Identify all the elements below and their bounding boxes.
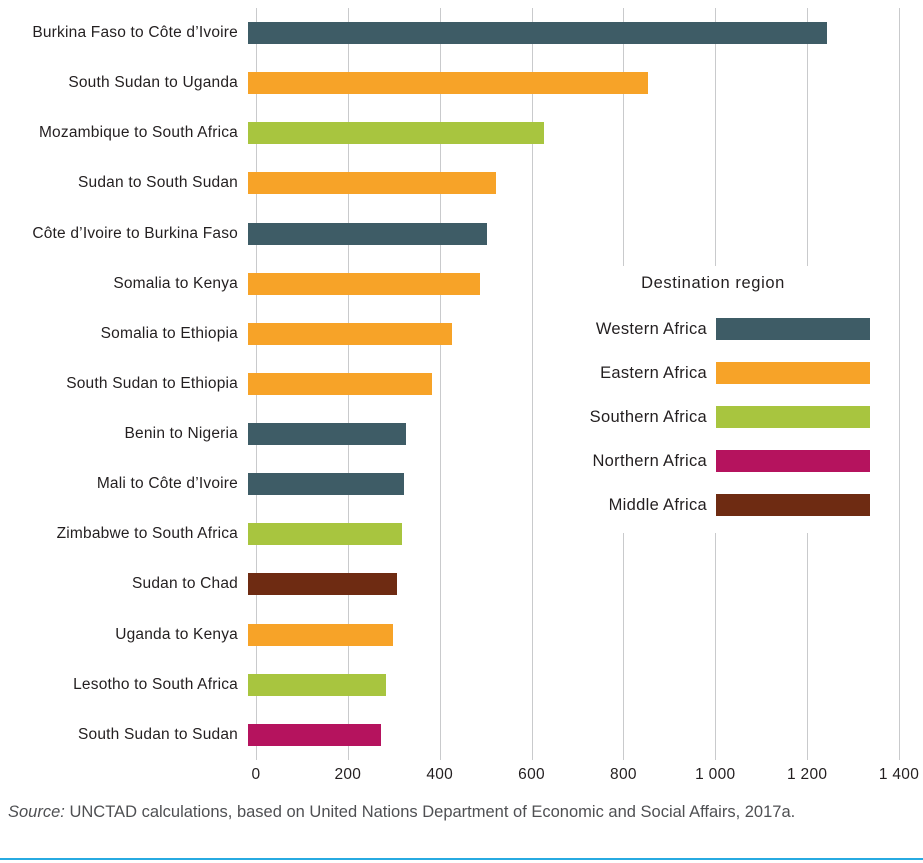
bar-track: [248, 322, 891, 345]
bar-track: [248, 172, 891, 195]
legend-row: Western Africa: [556, 307, 870, 351]
bar-row: Uganda to Kenya: [0, 610, 923, 660]
legend-row: Eastern Africa: [556, 351, 870, 395]
bar-track: [248, 423, 891, 446]
x-tick-label: 1 000: [695, 766, 736, 783]
legend-label: Northern Africa: [592, 451, 707, 470]
bar-track: [248, 573, 891, 596]
bar: [248, 222, 487, 245]
bar-track: [248, 623, 891, 646]
bar-label: Sudan to South Sudan: [78, 174, 238, 192]
legend-swatch: [716, 406, 870, 428]
bar-chart: Burkina Faso to Côte d’Ivoire South Sudan…: [0, 8, 923, 760]
gridline: [899, 8, 900, 760]
bar-label: Burkina Faso to Côte d’Ivoire: [32, 24, 238, 42]
bar: [248, 473, 405, 496]
bar: [248, 322, 453, 345]
legend-label: Middle Africa: [608, 495, 707, 514]
x-tick-label: 1 400: [878, 766, 920, 783]
bar-label: South Sudan to Uganda: [68, 74, 238, 92]
legend: Destination region Western Africa Eastern…: [556, 266, 870, 533]
bar: [248, 423, 407, 446]
bar-label: Lesotho to South Africa: [73, 675, 238, 693]
bar: [248, 372, 432, 395]
bar-track: [248, 473, 891, 496]
bar-row: Mozambique to South Africa: [0, 108, 923, 158]
bar-track: [248, 723, 891, 746]
bar-row: Mali to Côte d’Ivoire: [0, 459, 923, 509]
x-tick-label: 600: [518, 766, 545, 783]
bar-track: [248, 272, 891, 295]
bar-label: Mali to Côte d’Ivoire: [96, 475, 238, 493]
bar-label: Somalia to Ethiopia: [100, 324, 238, 342]
bar: [248, 72, 648, 95]
bar-track: [248, 222, 891, 245]
x-axis: 0 200 400 600 800 1 000 1 200 1 400: [0, 760, 923, 794]
bar-track: [248, 72, 891, 95]
legend-row: Middle Africa: [556, 483, 870, 527]
bar-track: [248, 22, 891, 45]
source-text: UNCTAD calculations, based on United Nat…: [64, 803, 796, 821]
bar-label: Benin to Nigeria: [124, 425, 238, 443]
bar: [248, 623, 393, 646]
legend-swatch: [716, 318, 870, 340]
bar-track: [248, 372, 891, 395]
bar: [248, 673, 386, 696]
bar-row: Benin to Nigeria: [0, 409, 923, 459]
bar-label: Somalia to Kenya: [113, 274, 238, 292]
legend-label: Southern Africa: [589, 407, 707, 426]
bar: [248, 523, 402, 546]
x-tick-label: 400: [426, 766, 454, 783]
bar-label: Zimbabwe to South Africa: [56, 525, 238, 543]
legend-label: Eastern Africa: [600, 363, 707, 382]
legend-title: Destination region: [641, 274, 785, 292]
bar-label: South Sudan to Ethiopia: [66, 374, 238, 392]
bar-label: South Sudan to Sudan: [78, 725, 238, 743]
bar-row: South Sudan to Uganda: [0, 58, 923, 108]
bar-track: [248, 523, 891, 546]
bar-row: South Sudan to Ethiopia: [0, 359, 923, 409]
bottom-divider: [0, 858, 923, 860]
bar-label: Côte d’Ivoire to Burkina Faso: [32, 224, 238, 242]
bar: [248, 172, 496, 195]
bar-label: Mozambique to South Africa: [38, 124, 238, 142]
legend-row: Northern Africa: [556, 439, 870, 483]
source-label: Source:: [8, 803, 65, 821]
bar-row: South Sudan to Sudan: [0, 710, 923, 760]
bar-row: Burkina Faso to Côte d’Ivoire: [0, 8, 923, 58]
bar-row: Côte d’Ivoire to Burkina Faso: [0, 209, 923, 259]
bar-row: Sudan to South Sudan: [0, 158, 923, 208]
legend-swatch: [716, 494, 870, 516]
bar-row: Somalia to Ethiopia: [0, 309, 923, 359]
x-tick-label: 200: [334, 766, 362, 783]
figure: Burkina Faso to Côte d’Ivoire South Sudan…: [0, 8, 923, 860]
gridline: [531, 8, 533, 760]
bar-rows: Burkina Faso to Côte d’Ivoire South Sudan…: [0, 8, 923, 760]
bar-track: [248, 673, 891, 696]
bar-label: Sudan to Chad: [131, 575, 238, 593]
x-tick-label: 800: [610, 766, 637, 783]
bar: [248, 122, 545, 145]
bar-row: Somalia to Kenya: [0, 259, 923, 309]
bar-row: Sudan to Chad: [0, 559, 923, 609]
legend-swatch: [716, 362, 870, 384]
legend-swatch: [716, 450, 870, 472]
bar: [248, 272, 480, 295]
x-tick-label: 1 200: [786, 766, 828, 783]
bar-track: [248, 122, 891, 145]
x-tick-label: 0: [251, 766, 261, 783]
legend-label: Western Africa: [595, 319, 707, 338]
legend-entries: Western Africa Eastern Africa Southern Afr…: [556, 307, 870, 527]
gridline: [439, 8, 441, 760]
bar-row: Lesotho to South Africa: [0, 660, 923, 710]
legend-row: Southern Africa: [556, 395, 870, 439]
bar: [248, 22, 827, 45]
source-note: Source: UNCTAD calculations, based on Un…: [8, 800, 915, 825]
bar-row: Zimbabwe to South Africa: [0, 509, 923, 559]
bar: [248, 573, 398, 596]
bar: [248, 723, 382, 746]
bar-label: Uganda to Kenya: [115, 625, 238, 643]
